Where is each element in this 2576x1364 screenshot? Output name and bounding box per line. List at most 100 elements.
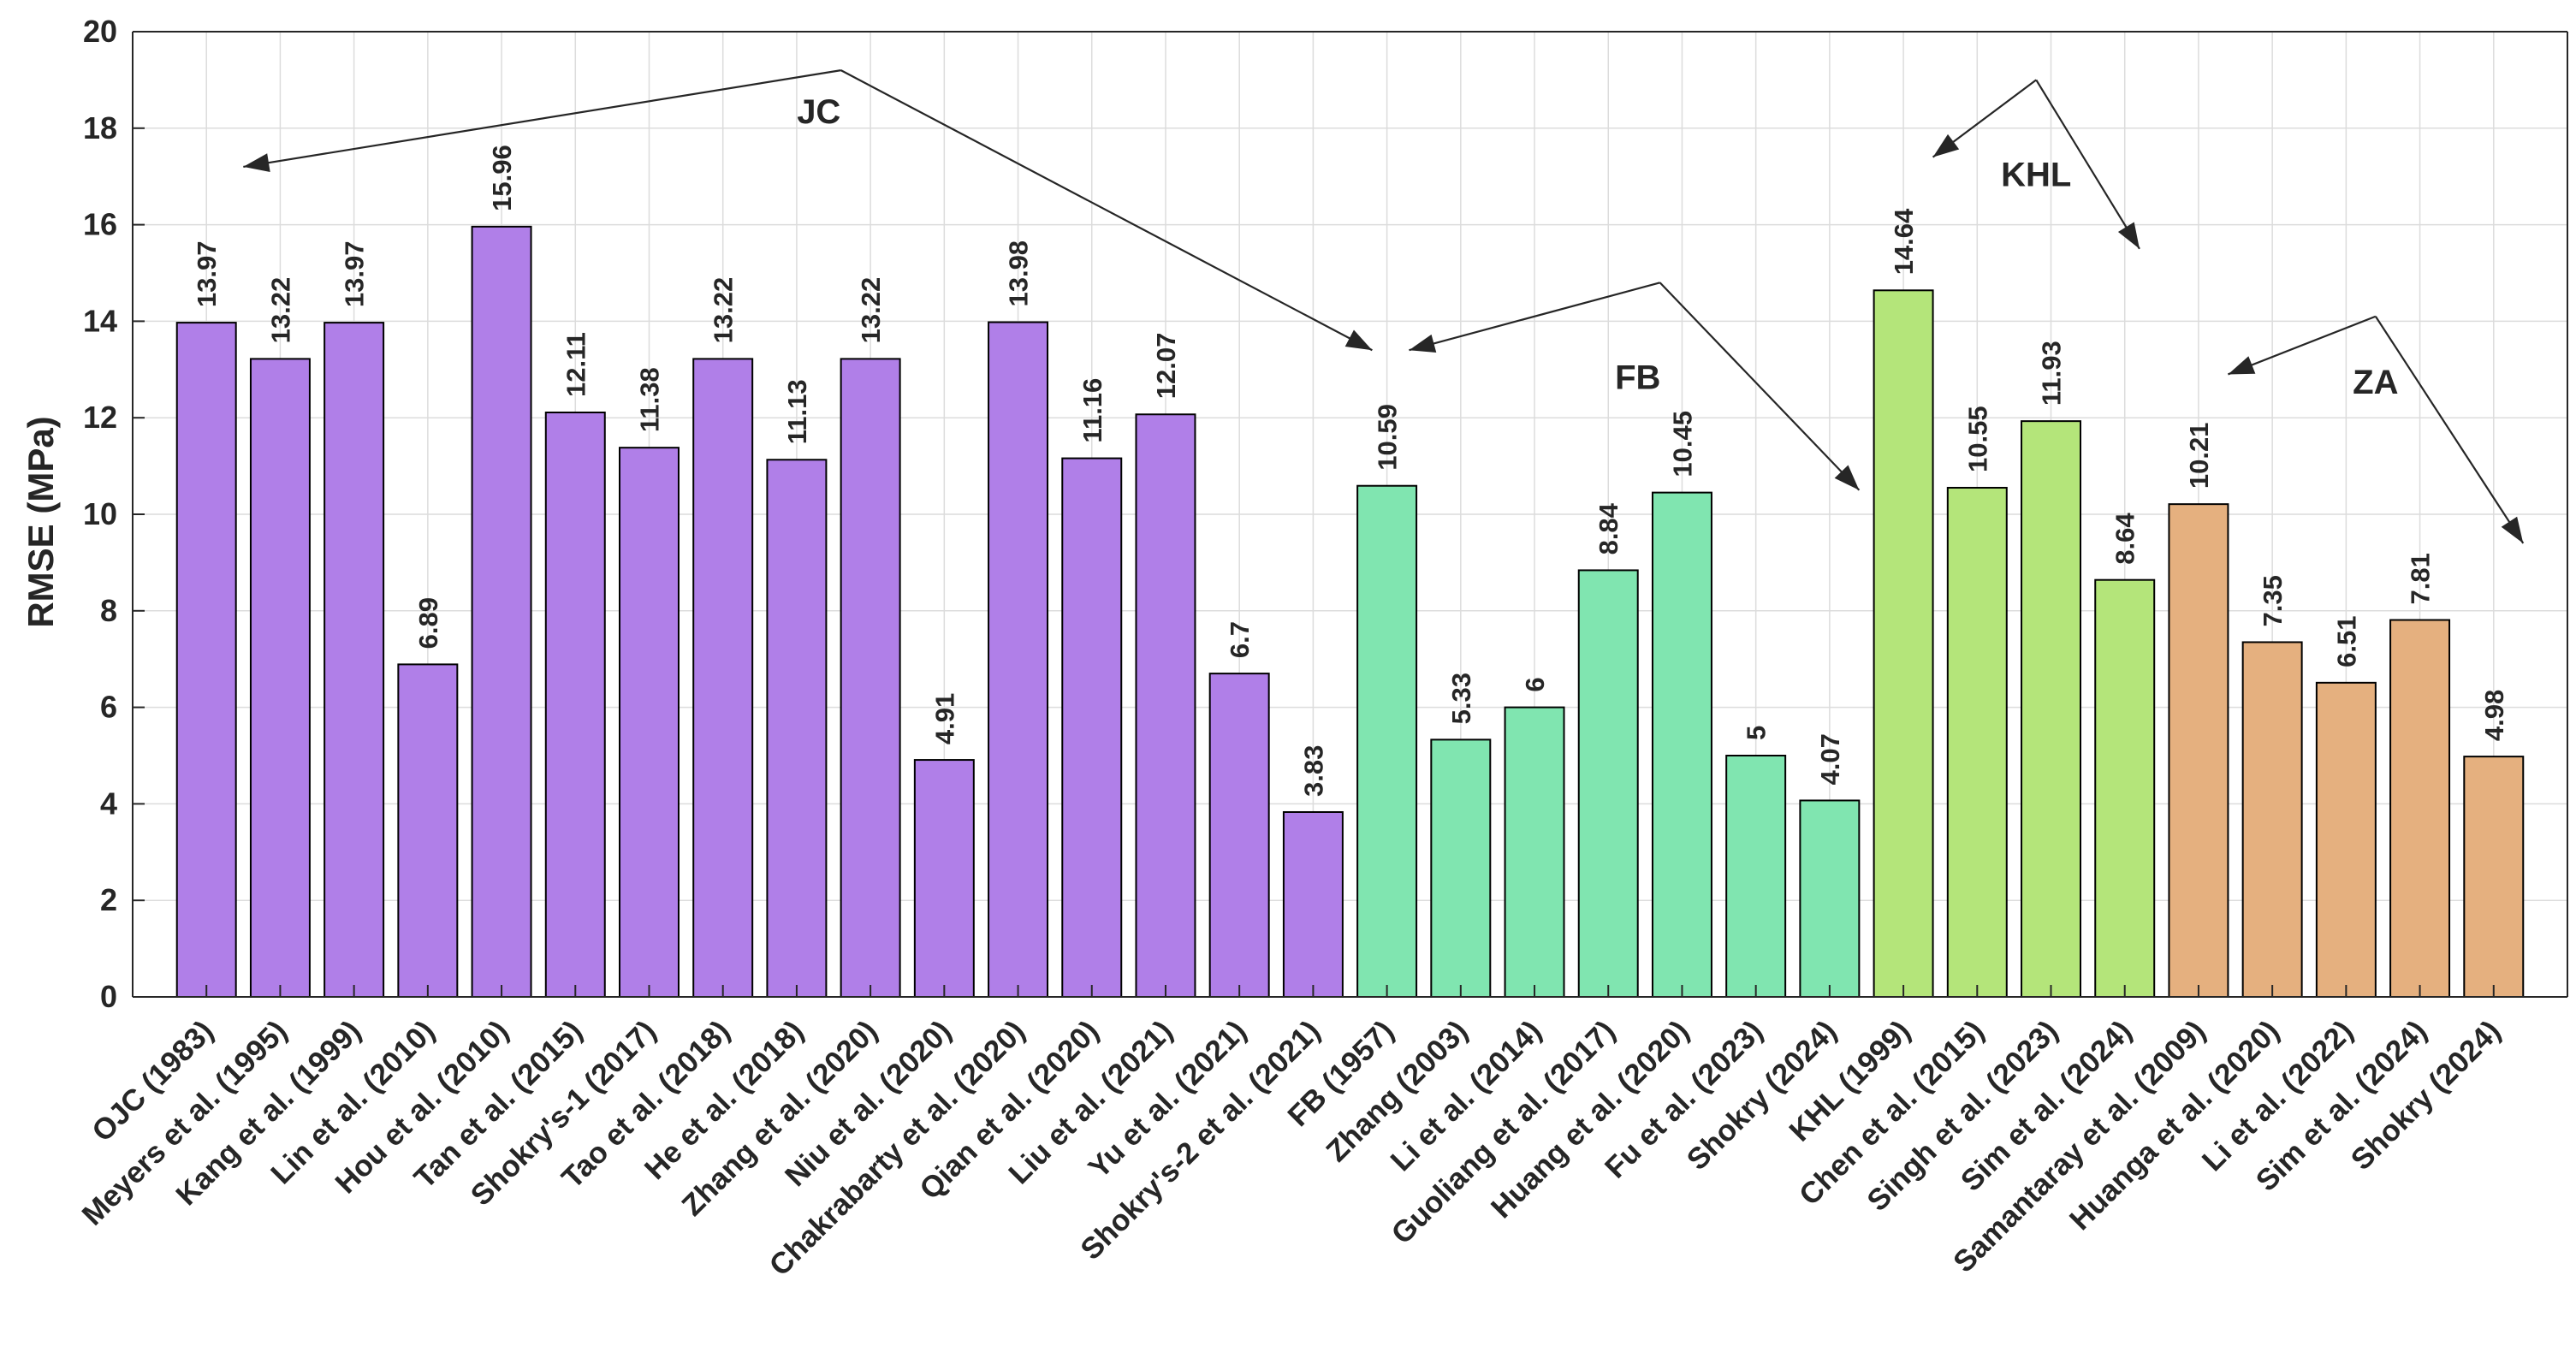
value-label: 13.98 xyxy=(1004,240,1034,307)
group-arrow-right-head xyxy=(1344,329,1373,351)
bar-8 xyxy=(766,459,828,998)
group-arrow-right-head xyxy=(2117,222,2140,249)
value-label: 8.84 xyxy=(1594,502,1623,554)
bar-26 xyxy=(2094,578,2156,998)
axes xyxy=(132,31,2568,998)
y-tick-label: 8 xyxy=(100,593,117,628)
bar-24 xyxy=(1946,486,2008,998)
bar-21 xyxy=(1725,755,1787,998)
value-label: 11.93 xyxy=(2037,341,2067,406)
bar-6 xyxy=(619,447,680,998)
value-label: 13.97 xyxy=(340,241,370,308)
group-label-khl: KHL xyxy=(2001,156,2071,193)
y-axis-title: RMSE (MPa) xyxy=(21,416,61,627)
bar-16 xyxy=(1356,484,1418,998)
bar-14 xyxy=(1208,673,1270,998)
bar-10 xyxy=(913,759,975,998)
group-arrow-left-head xyxy=(2228,356,2256,375)
y-tick-label: 14 xyxy=(83,303,117,338)
value-label: 7.35 xyxy=(2258,575,2288,626)
value-label: 15.96 xyxy=(487,145,517,211)
bar-2 xyxy=(323,322,385,999)
group-arrow-left-line xyxy=(2228,315,2377,376)
value-label: 5 xyxy=(1742,726,1772,740)
value-label: 7.81 xyxy=(2406,553,2436,604)
value-label: 10.21 xyxy=(2184,423,2214,489)
bar-7 xyxy=(692,358,754,998)
value-label: 10.45 xyxy=(1667,411,1697,477)
value-label: 13.22 xyxy=(709,277,739,344)
bar-15 xyxy=(1282,810,1344,998)
bar-18 xyxy=(1504,706,1565,998)
bar-11 xyxy=(988,321,1049,998)
value-label: 6.51 xyxy=(2331,615,2361,667)
value-label: 11.13 xyxy=(782,379,812,444)
y-tick-label: 0 xyxy=(100,979,117,1014)
bars xyxy=(175,225,2525,999)
bar-30 xyxy=(2389,619,2451,998)
value-label: 6.7 xyxy=(1225,621,1255,658)
value-label: 13.22 xyxy=(265,277,295,344)
group-arrow-right-head xyxy=(2501,516,2524,543)
group-arrow-left-head xyxy=(243,153,270,172)
group-arrow-right-line xyxy=(2374,316,2525,544)
bar-12 xyxy=(1061,457,1123,998)
bar-31 xyxy=(2463,756,2525,998)
value-label: 12.07 xyxy=(1151,333,1181,400)
y-tick-label: 18 xyxy=(83,110,117,145)
group-arrows xyxy=(243,69,2525,544)
bar-1 xyxy=(249,358,311,998)
group-arrow-right-line xyxy=(2035,79,2140,250)
bar-28 xyxy=(2241,641,2303,999)
bar-23 xyxy=(1873,289,1934,998)
group-arrow-right-line xyxy=(1659,282,1861,491)
bar-0 xyxy=(175,322,237,999)
y-tick-label: 6 xyxy=(100,690,117,725)
value-label: 4.98 xyxy=(2479,690,2509,741)
bar-3 xyxy=(397,663,459,998)
value-label: 8.64 xyxy=(2110,513,2140,565)
bar-29 xyxy=(2315,681,2377,998)
value-label: 4.91 xyxy=(929,693,959,744)
bar-9 xyxy=(840,358,901,998)
value-label: 11.16 xyxy=(1077,378,1107,443)
y-tick-label: 4 xyxy=(100,786,117,821)
value-label: 6.89 xyxy=(413,597,443,649)
group-label-jc: JC xyxy=(797,93,840,131)
value-label: 3.83 xyxy=(1298,745,1328,797)
value-label: 14.64 xyxy=(1889,208,1919,275)
y-tick-label: 10 xyxy=(83,496,117,531)
value-label: 10.59 xyxy=(1373,404,1403,471)
group-arrow-left-line xyxy=(1409,282,1660,352)
group-label-fb: FB xyxy=(1615,359,1660,396)
bar-22 xyxy=(1799,799,1861,999)
y-tick-label: 12 xyxy=(83,400,117,435)
bar-4 xyxy=(471,225,532,998)
value-label: 4.07 xyxy=(1815,733,1845,785)
bar-17 xyxy=(1430,738,1492,998)
value-label: 12.11 xyxy=(561,332,591,397)
value-label: 5.33 xyxy=(1446,673,1476,724)
bar-5 xyxy=(544,411,606,999)
value-label: 6 xyxy=(1520,677,1550,691)
y-tick-label: 20 xyxy=(83,14,117,49)
bar-25 xyxy=(2021,420,2081,998)
value-label: 13.22 xyxy=(856,277,886,344)
value-label: 11.38 xyxy=(634,367,664,432)
bar-20 xyxy=(1651,491,1712,998)
bar-13 xyxy=(1135,413,1196,998)
y-tick-label: 16 xyxy=(83,207,117,242)
y-tick-label: 2 xyxy=(100,882,117,917)
bar-19 xyxy=(1577,569,1639,998)
group-arrow-left-head xyxy=(1932,133,1960,157)
value-label: 10.55 xyxy=(1962,406,1992,472)
bar-27 xyxy=(2168,503,2229,998)
value-label: 13.97 xyxy=(192,241,222,308)
group-label-za: ZA xyxy=(2353,364,2398,401)
group-arrow-right-line xyxy=(840,69,1373,352)
group-arrow-right-head xyxy=(1834,465,1860,490)
group-arrow-left-line xyxy=(243,69,841,169)
group-arrow-left-head xyxy=(1409,334,1437,353)
